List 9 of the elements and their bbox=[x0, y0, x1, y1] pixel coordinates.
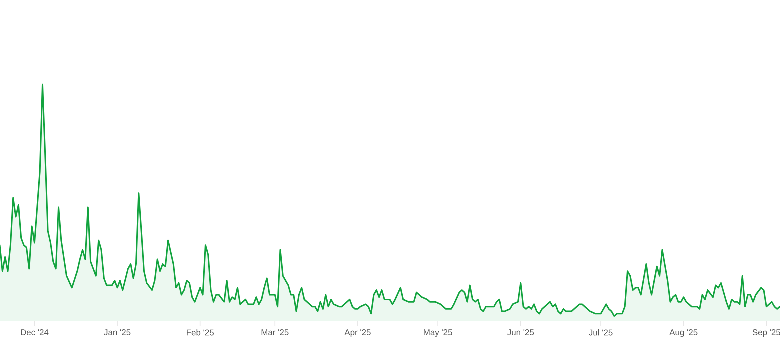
x-tick-label: Mar '25 bbox=[262, 330, 289, 336]
x-tick-label: Feb '25 bbox=[187, 330, 214, 336]
x-tick-label: Dec '24 bbox=[21, 330, 49, 336]
x-tick-label: Jan '25 bbox=[104, 330, 131, 336]
x-tick-label: May '25 bbox=[424, 330, 452, 338]
x-tick-label: Jul '25 bbox=[589, 330, 613, 336]
x-tick-label: Apr '25 bbox=[344, 330, 371, 338]
x-tick-label: Jun '25 bbox=[508, 330, 534, 336]
x-tick-label: Aug '25 bbox=[670, 330, 698, 338]
